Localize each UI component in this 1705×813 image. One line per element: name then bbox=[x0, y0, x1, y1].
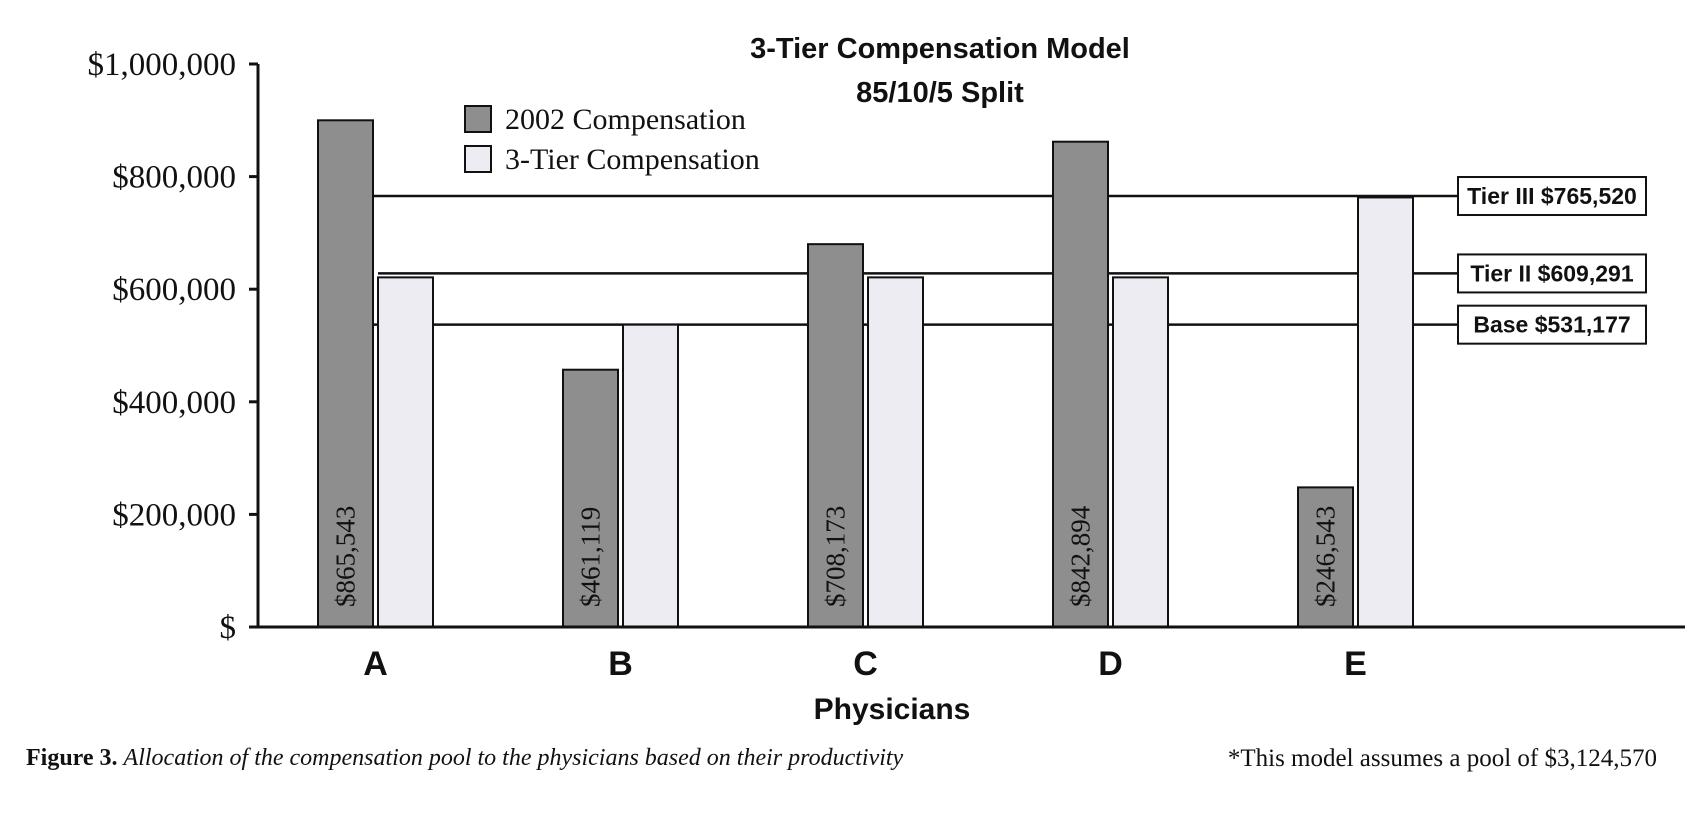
x-axis: A B C D E bbox=[249, 625, 1685, 683]
legend-label-2002: 2002 Compensation bbox=[505, 103, 746, 136]
bar-value-label-E: $246,543 bbox=[1311, 506, 1341, 607]
x-category-label-E: E bbox=[1344, 645, 1367, 683]
figure-caption: Figure 3. Allocation of the compensation… bbox=[26, 745, 903, 772]
chart-title-group: 3-Tier Compensation Model 85/10/5 Split bbox=[750, 33, 1130, 109]
legend-label-3tier: 3-Tier Compensation bbox=[505, 143, 760, 176]
bar-2002-D bbox=[1052, 140, 1109, 628]
bar-2002-E bbox=[1297, 486, 1354, 628]
x-category-label-C: C bbox=[853, 645, 878, 683]
bar-value-label-B: $461,119 bbox=[576, 507, 606, 607]
chart-subtitle: 85/10/5 Split bbox=[856, 77, 1024, 109]
tier-label-box bbox=[1457, 176, 1647, 217]
bar-3tier-A bbox=[377, 276, 434, 628]
figure-description: Allocation of the compensation pool to t… bbox=[123, 745, 904, 771]
y-tick-label: $ bbox=[220, 610, 237, 646]
y-tick-label: $400,000 bbox=[112, 385, 236, 421]
tier-label-text: Base $531,177 bbox=[1473, 312, 1630, 338]
reference-lines: Tier III $765,520 Tier II $609,291 Base $5… bbox=[372, 176, 1647, 345]
compensation-chart: 3-Tier Compensation Model 85/10/5 Split … bbox=[88, 33, 1685, 726]
bar-value-label-D: $842,894 bbox=[1066, 505, 1096, 607]
tier-label-box bbox=[1457, 304, 1647, 345]
y-tick-label: $200,000 bbox=[112, 497, 236, 533]
bar-3tier-C bbox=[867, 276, 924, 628]
legend: 2002 Compensation 3-Tier Compensation bbox=[464, 103, 760, 176]
bar-value-label-C: $708,173 bbox=[821, 506, 851, 607]
footnote: *This model assumes a pool of $3,124,570 bbox=[1227, 745, 1657, 772]
bar-3tier-D bbox=[1112, 276, 1169, 628]
legend-swatch-3tier bbox=[464, 145, 492, 173]
tier-label-text: Tier III $765,520 bbox=[1467, 183, 1637, 209]
x-axis-title: Physicians bbox=[814, 693, 971, 726]
bar-value-label-A: $865,543 bbox=[331, 506, 361, 607]
x-category-label-A: A bbox=[363, 645, 388, 683]
tier-label-box bbox=[1457, 253, 1647, 294]
x-category-label-B: B bbox=[608, 645, 633, 683]
y-axis: $ $200,000 $400,000 $600,000 $800,000 $1,000,… bbox=[88, 47, 260, 646]
y-tick-label: $600,000 bbox=[112, 272, 236, 308]
bar-3tier-E bbox=[1357, 196, 1414, 628]
tier-label-text: Tier II $609,291 bbox=[1470, 260, 1633, 286]
y-tick-label: $1,000,000 bbox=[88, 47, 237, 83]
chart-title: 3-Tier Compensation Model bbox=[750, 33, 1130, 65]
bar-2002-A bbox=[317, 119, 374, 629]
bars: $865,543 $461,119 $708,173 $842,894 $246,543 bbox=[317, 119, 1414, 629]
x-category-label-D: D bbox=[1098, 645, 1123, 683]
figure-number: Figure 3. bbox=[26, 745, 118, 771]
legend-swatch-2002 bbox=[464, 105, 492, 133]
bar-3tier-B bbox=[622, 323, 679, 628]
y-tick-label: $800,000 bbox=[112, 160, 236, 196]
